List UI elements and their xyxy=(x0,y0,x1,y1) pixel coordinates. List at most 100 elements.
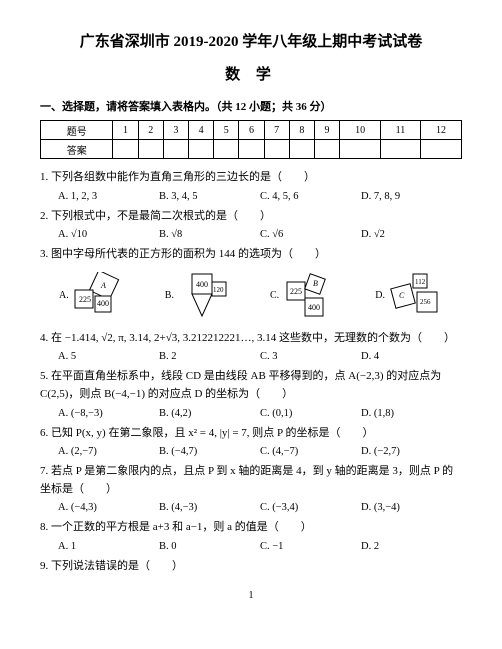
options-row: A. √10 B. √8 C. √6 D. √2 xyxy=(58,229,462,240)
svg-text:256: 256 xyxy=(420,298,431,306)
question: 4. 在 −1.414, √2, π, 3.14, 2+√3, 3.212212… xyxy=(40,330,462,348)
table-cell xyxy=(264,140,289,159)
table-row: 答案 xyxy=(41,140,462,159)
table-cell xyxy=(340,140,381,159)
question-text: 下列各组数中能作为直角三角形的三边长的是（ ） xyxy=(51,171,315,183)
question-text: 一个正数的平方根是 a+3 和 a−1，则 a 的值是（ ） xyxy=(51,521,312,533)
options-row: A. 1 B. 0 C. −1 D. 2 xyxy=(58,541,462,552)
question-number: 2. xyxy=(40,210,48,222)
option: C. −1 xyxy=(260,541,361,552)
svg-text:A: A xyxy=(100,281,106,290)
page-number: 1 xyxy=(40,590,462,601)
table-cell xyxy=(239,140,264,159)
table-cell: 6 xyxy=(239,121,264,140)
option: A. √10 xyxy=(58,229,159,240)
option: A. 1 xyxy=(58,541,159,552)
table-cell xyxy=(138,140,163,159)
question-number: 5. xyxy=(40,370,48,382)
answer-table: 题号 1 2 3 4 5 6 7 8 9 10 11 12 答案 xyxy=(40,120,462,159)
question-number: 4. xyxy=(40,332,48,344)
table-cell: 7 xyxy=(264,121,289,140)
question-text: 下列根式中，不是最简二次根式的是（ ） xyxy=(51,210,271,222)
option: D. √2 xyxy=(361,229,462,240)
table-cell: 5 xyxy=(214,121,239,140)
option: C. √6 xyxy=(260,229,361,240)
question-number: 6. xyxy=(40,427,48,439)
options-row: A. (2,−7) B. (−4,7) C. (4,−7) D. (−2,7) xyxy=(58,446,462,457)
svg-text:B: B xyxy=(313,279,318,288)
option: A. 1, 2, 3 xyxy=(58,191,159,202)
diagram-option: D. 112 256 C xyxy=(375,272,443,320)
square-diagram-icon: 225 400 A xyxy=(73,272,127,320)
question-number: 3. xyxy=(40,248,48,260)
option: C. 4, 5, 6 xyxy=(260,191,361,202)
table-cell xyxy=(314,140,339,159)
table-cell: 2 xyxy=(138,121,163,140)
table-cell: 12 xyxy=(420,121,461,140)
option-label: D. xyxy=(375,290,385,301)
table-cell: 11 xyxy=(381,121,421,140)
options-row: A. (−4,3) B. (4,−3) C. (−3,4) D. (3,−4) xyxy=(58,502,462,513)
option: A. (−8,−3) xyxy=(58,408,159,419)
question-text: 在 −1.414, √2, π, 3.14, 2+√3, 3.212212221… xyxy=(51,332,455,344)
table-cell: 3 xyxy=(163,121,188,140)
table-cell xyxy=(214,140,239,159)
option: B. 3, 4, 5 xyxy=(159,191,260,202)
question: 9. 下列说法错误的是（ ） xyxy=(40,558,462,576)
square-diagram-icon: 225 400 B xyxy=(283,272,337,320)
square-diagram-icon: 400 120 xyxy=(178,272,232,320)
option: B. 2 xyxy=(159,351,260,362)
option: C. (0,1) xyxy=(260,408,361,419)
svg-text:C: C xyxy=(399,291,405,300)
question-text: 若点 P 是第二象限内的点，且点 P 到 x 轴的距离是 4，到 y 轴的距离是… xyxy=(40,465,453,495)
options-row: A. 1, 2, 3 B. 3, 4, 5 C. 4, 5, 6 D. 7, 8… xyxy=(58,191,462,202)
option: C. (−3,4) xyxy=(260,502,361,513)
table-cell: 8 xyxy=(289,121,314,140)
option: D. (1,8) xyxy=(361,408,462,419)
option: A. 5 xyxy=(58,351,159,362)
square-diagram-icon: 112 256 C xyxy=(389,272,443,320)
page: 广东省深圳市 2019-2020 学年八年级上期中考试试卷 数 学 一、选择题，… xyxy=(0,0,502,611)
table-row: 题号 1 2 3 4 5 6 7 8 9 10 11 12 xyxy=(41,121,462,140)
table-cell: 题号 xyxy=(41,121,113,140)
options-row: A. (−8,−3) B. (4,2) C. (0,1) D. (1,8) xyxy=(58,408,462,419)
subject-title: 数 学 xyxy=(40,63,462,84)
diagram-option: B. 400 120 xyxy=(165,272,232,320)
svg-text:400: 400 xyxy=(308,303,320,312)
diagram-option: C. 225 400 B xyxy=(270,272,337,320)
option: B. (4,2) xyxy=(159,408,260,419)
table-cell xyxy=(381,140,421,159)
svg-text:112: 112 xyxy=(415,278,426,286)
question: 5. 在平面直角坐标系中，线段 CD 是由线段 AB 平移得到的，点 A(−2,… xyxy=(40,368,462,403)
question: 1. 下列各组数中能作为直角三角形的三边长的是（ ） xyxy=(40,169,462,187)
question: 3. 图中字母所代表的正方形的面积为 144 的选项为（ ） xyxy=(40,246,462,264)
section-heading: 一、选择题，请将答案填入表格内。（共 12 小题；共 36 分） xyxy=(40,98,462,114)
table-cell xyxy=(163,140,188,159)
svg-text:225: 225 xyxy=(79,295,91,304)
option: D. (3,−4) xyxy=(361,502,462,513)
option: A. (2,−7) xyxy=(58,446,159,457)
table-cell xyxy=(289,140,314,159)
table-cell xyxy=(189,140,214,159)
option: C. (4,−7) xyxy=(260,446,361,457)
options-row: A. 5 B. 2 C. 3 D. 4 xyxy=(58,351,462,362)
option: D. (−2,7) xyxy=(361,446,462,457)
question-text: 图中字母所代表的正方形的面积为 144 的选项为（ ） xyxy=(51,248,326,260)
diagram-option: A. 225 400 A xyxy=(59,272,127,320)
option: D. 2 xyxy=(361,541,462,552)
question-number: 1. xyxy=(40,171,48,183)
option: A. (−4,3) xyxy=(58,502,159,513)
table-cell xyxy=(420,140,461,159)
option-label: A. xyxy=(59,290,69,301)
option: B. √8 xyxy=(159,229,260,240)
svg-text:225: 225 xyxy=(290,287,302,296)
table-cell: 答案 xyxy=(41,140,113,159)
question: 6. 已知 P(x, y) 在第二象限，且 x² = 4, |y| = 7, 则… xyxy=(40,425,462,443)
svg-text:120: 120 xyxy=(213,286,224,294)
exam-title: 广东省深圳市 2019-2020 学年八年级上期中考试试卷 xyxy=(40,30,462,51)
svg-text:400: 400 xyxy=(196,280,208,289)
table-cell: 1 xyxy=(113,121,138,140)
question-number: 9. xyxy=(40,560,48,572)
table-cell xyxy=(113,140,138,159)
option: C. 3 xyxy=(260,351,361,362)
